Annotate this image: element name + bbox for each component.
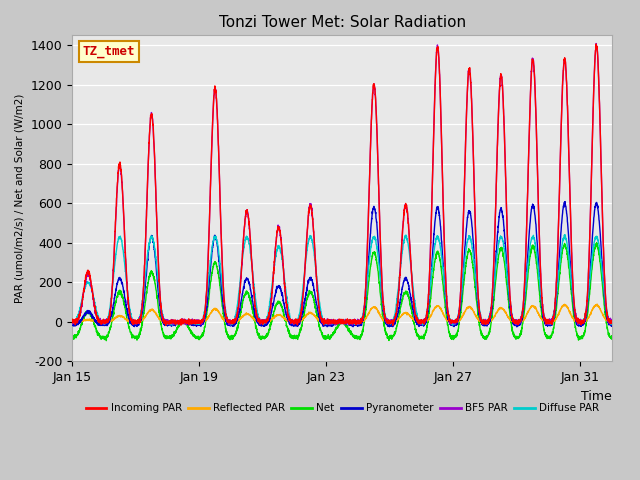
Text: TZ_tmet: TZ_tmet bbox=[83, 45, 136, 58]
Title: Tonzi Tower Met: Solar Radiation: Tonzi Tower Met: Solar Radiation bbox=[219, 15, 466, 30]
Y-axis label: PAR (umol/m2/s) / Net and Solar (W/m2): PAR (umol/m2/s) / Net and Solar (W/m2) bbox=[15, 94, 25, 303]
X-axis label: Time: Time bbox=[582, 390, 612, 403]
Legend: Incoming PAR, Reflected PAR, Net, Pyranometer, BF5 PAR, Diffuse PAR: Incoming PAR, Reflected PAR, Net, Pyrano… bbox=[81, 399, 603, 418]
